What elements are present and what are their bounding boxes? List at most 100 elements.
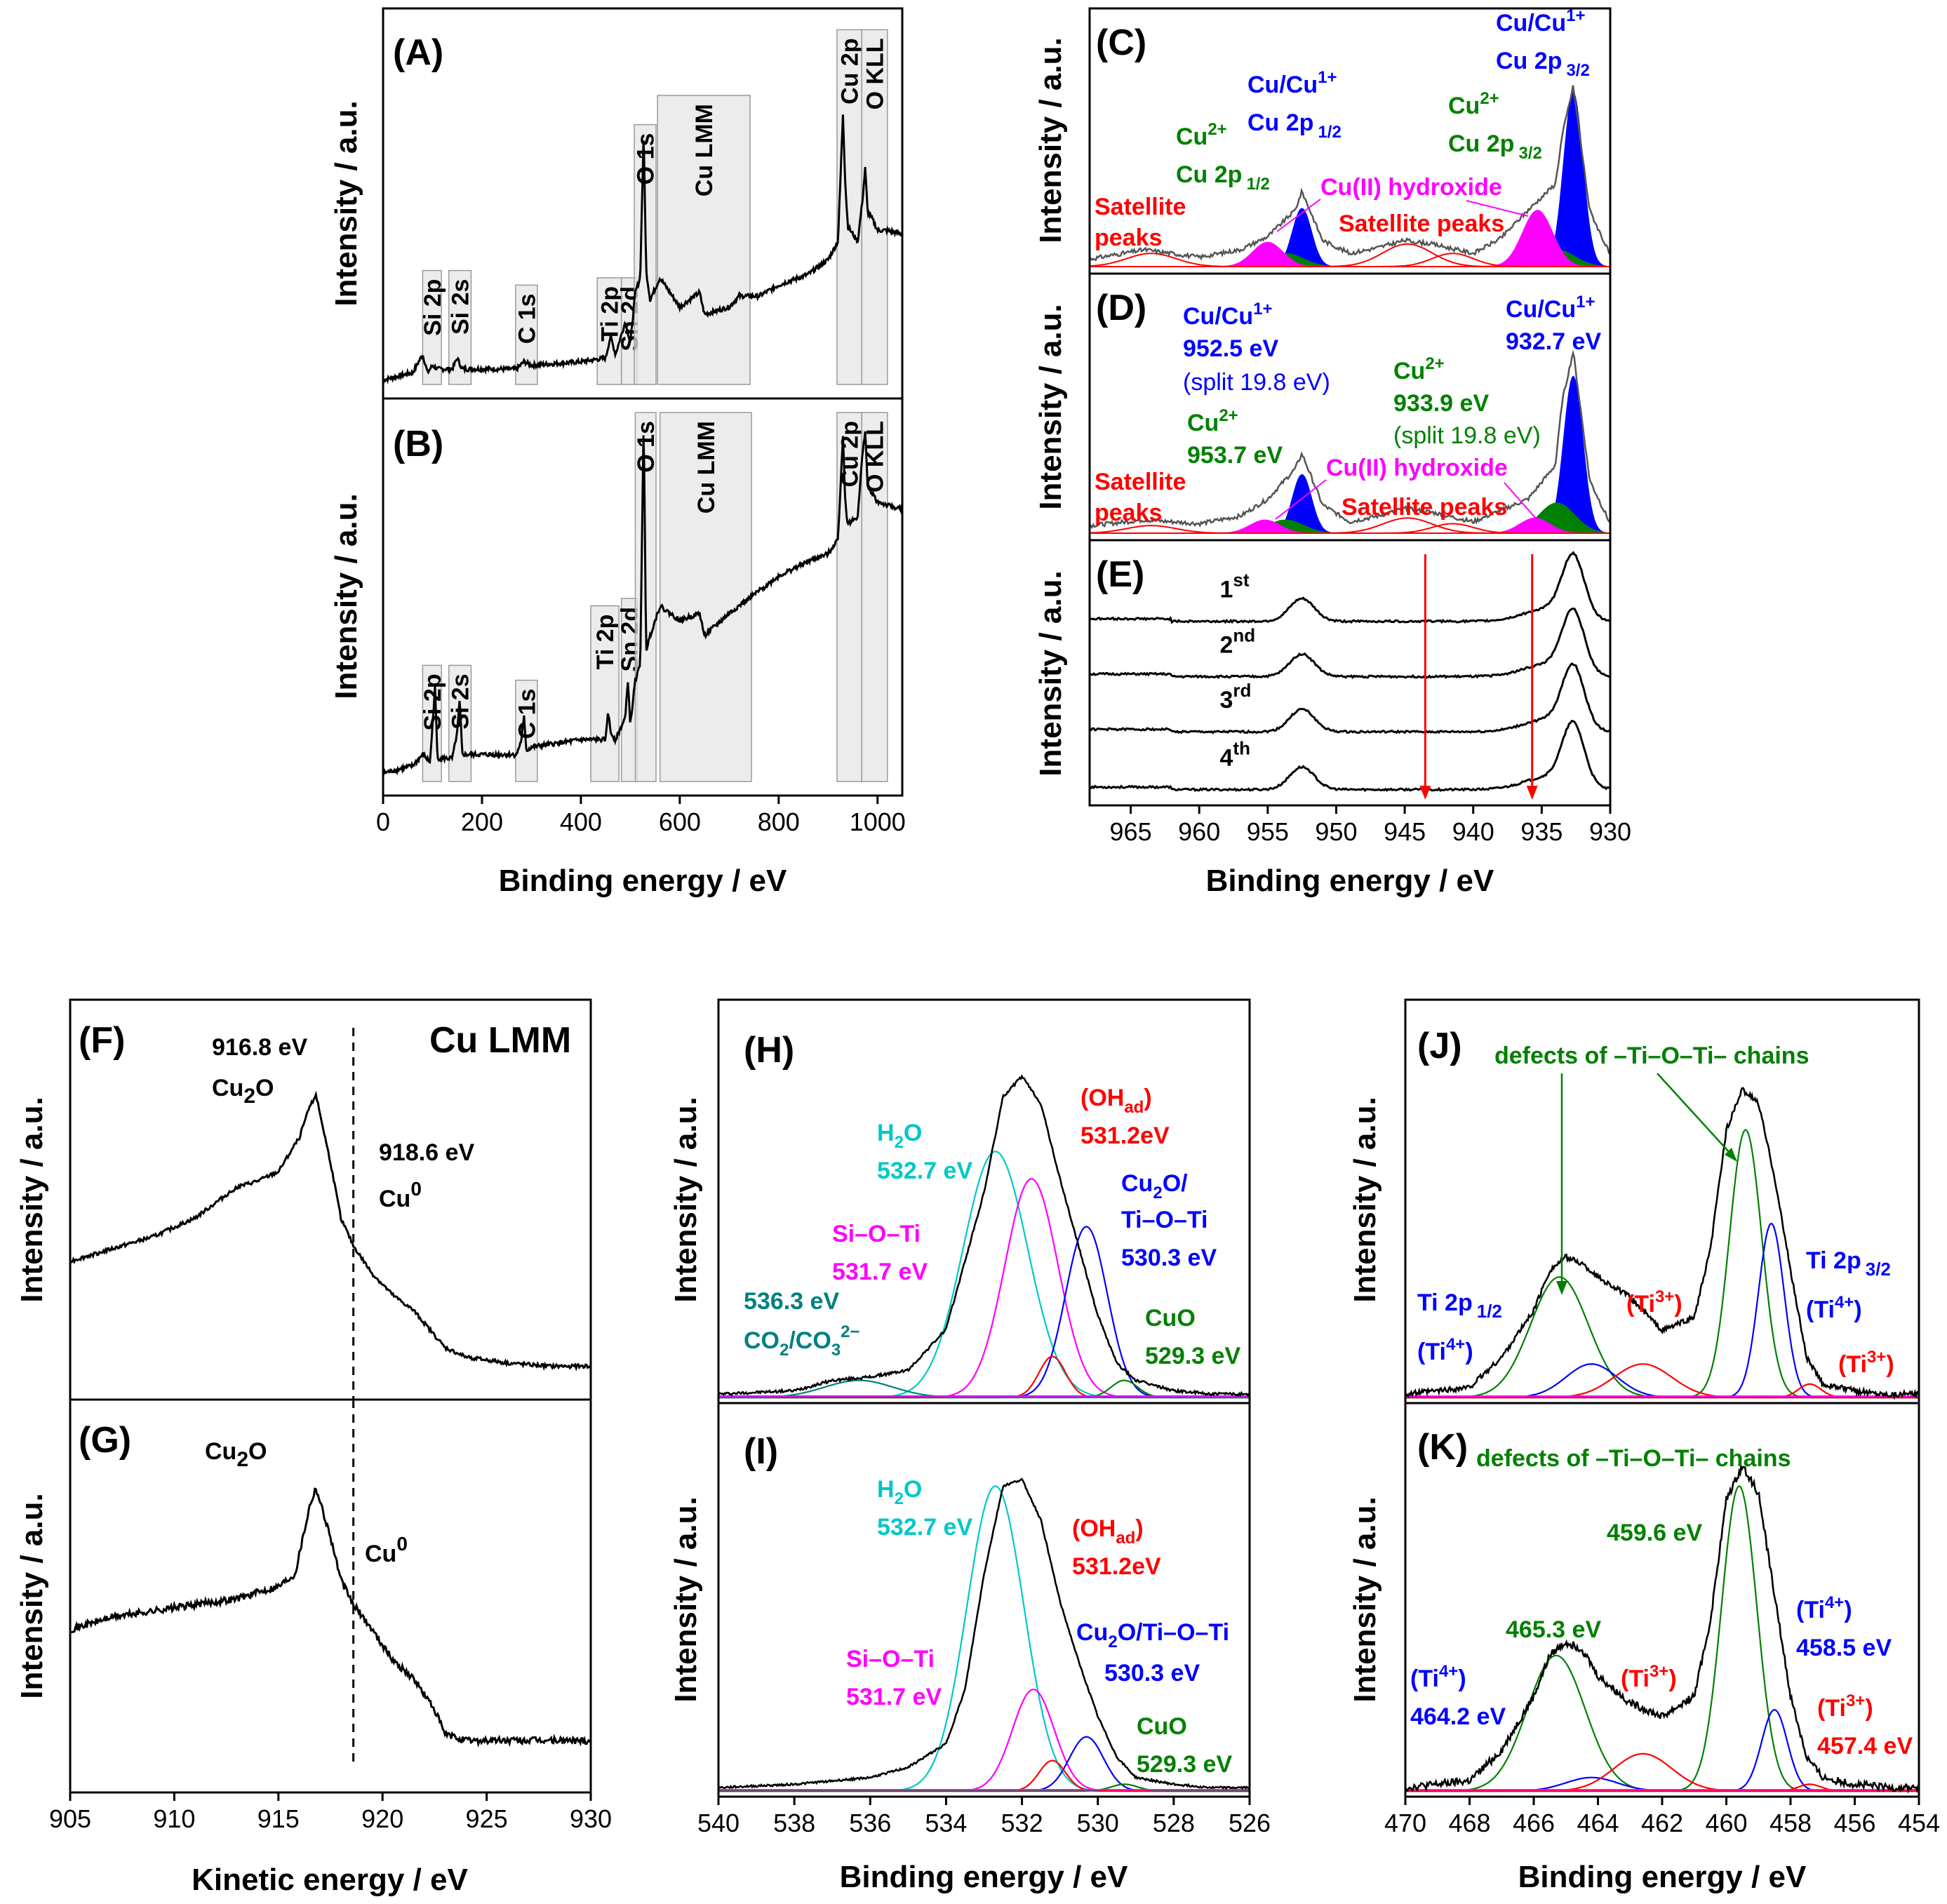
envelope-spectrum xyxy=(718,1477,1250,1790)
annotations-i: H2O 532.7 eV (OHad) 531.2eV Si–O–Ti 531.… xyxy=(846,1476,1232,1778)
cu2o-energy-h: 530.3 eV xyxy=(1121,1245,1217,1271)
envelope-spectrum xyxy=(1404,1087,1920,1401)
cycle-spectrum xyxy=(1089,662,1611,735)
peak-region xyxy=(861,412,888,782)
x-tick-label: 945 xyxy=(1384,817,1426,846)
ti4-label-2-k: (Ti4+) xyxy=(1796,1593,1852,1623)
peak-region-label: Cu 2p xyxy=(837,38,864,104)
x-tick-label: 965 xyxy=(1110,817,1152,846)
hydroxide-label-c: Cu(II) hydroxide xyxy=(1320,174,1502,201)
ohad-energy-i: 531.2eV xyxy=(1072,1553,1161,1580)
x-tick-label: 536 xyxy=(849,1809,891,1837)
defects-label-j: defects of –Ti–O–Ti– chains xyxy=(1494,1042,1809,1069)
panel-label-a: (A) xyxy=(393,32,443,73)
arrows-e xyxy=(1419,554,1538,800)
x-tick-label: 905 xyxy=(49,1804,91,1833)
cuo-energy-i: 529.3 eV xyxy=(1137,1751,1232,1778)
defects-arrow-right-j xyxy=(1657,1073,1731,1154)
energy-916-f: 916.8 eV xyxy=(212,1034,307,1061)
panel-e: 965 960 955 950 945 940 935 930 1st 2nd 3rd 4th In… xyxy=(1033,539,1631,898)
cu2p12-label-c: Cu 2p 1/2 xyxy=(1247,109,1342,142)
peak-region xyxy=(590,605,620,782)
cycle-label: 1st xyxy=(1220,570,1250,603)
panel-label-g: (G) xyxy=(79,1420,131,1461)
plot-frame-g xyxy=(69,1398,592,1794)
hydroxide-pointer-left-d xyxy=(1275,479,1327,520)
cu2o-label-g: Cu2O xyxy=(205,1438,267,1471)
satellite-label-3-d: Satellite peaks xyxy=(1342,494,1507,521)
sioti-energy-i: 531.7 eV xyxy=(846,1684,942,1710)
cycle-label: 4th xyxy=(1220,737,1250,771)
x-tick-label: 470 xyxy=(1384,1809,1426,1837)
energy-918-f: 918.6 eV xyxy=(379,1139,474,1166)
x-tick-label: 466 xyxy=(1513,1809,1555,1837)
peak-region-label: O KLL xyxy=(862,38,889,109)
x-tick-label: 960 xyxy=(1178,817,1220,846)
energy-4642-k: 464.2 eV xyxy=(1410,1703,1506,1730)
ti3-label-1-k: (Ti3+) xyxy=(1621,1662,1677,1692)
cycle-labels-e: 1st 2nd 3rd 4th xyxy=(1220,570,1256,772)
y-axis-title-b: Intensity / a.u. xyxy=(329,493,363,699)
defects-arrowhead-left-j xyxy=(1556,1281,1567,1295)
panel-label-c: (C) xyxy=(1096,22,1146,63)
marker-arrowhead xyxy=(1526,786,1538,800)
annotations-g: Cu2O Cu0 xyxy=(205,1438,408,1567)
hydroxide-pointer-right-c xyxy=(1466,200,1529,217)
x-tick-label: 532 xyxy=(1001,1809,1043,1837)
x-tick-label: 456 xyxy=(1833,1809,1875,1837)
panel-c: Intensity / a.u. (C) Cu/Cu1+ Cu 2p 3/2 Cu… xyxy=(1033,6,1612,275)
x-ticks-b: 0 200 400 600 800 1000 xyxy=(376,796,906,836)
cu1-label-32-c: Cu/Cu1+ xyxy=(1496,6,1585,36)
ohad-label-h: (OHad) xyxy=(1080,1085,1152,1117)
experimental-spectrum xyxy=(1089,85,1611,262)
x-axis-title-g: Kinetic energy / eV xyxy=(192,1863,468,1897)
satellite-label-3-c: Satellite peaks xyxy=(1339,210,1504,237)
co-label-h: CO2/CO32− xyxy=(744,1322,860,1360)
peak-region xyxy=(515,679,538,782)
panel-k: 470 468 466 464 462 460 458 456 454 Intensity / … xyxy=(1348,1402,1940,1894)
x-tick-label: 540 xyxy=(697,1809,740,1837)
x-axis-title-e: Binding energy / eV xyxy=(1206,864,1494,898)
y-axis-title-c: Intensity / a.u. xyxy=(1033,37,1068,243)
panel-g: 905 910 915 920 925 930 Intensity / a.u. Kine… xyxy=(15,1398,612,1897)
panel-label-i: (I) xyxy=(744,1431,778,1472)
ohad-label-i: (OHad) xyxy=(1072,1515,1144,1548)
peak-region-label: O 1s xyxy=(633,133,660,185)
co-energy-h: 536.3 eV xyxy=(744,1288,839,1315)
x-tick-label: 458 xyxy=(1769,1809,1812,1837)
h2o-energy-h: 532.7 eV xyxy=(877,1158,972,1184)
o1s-fit-i xyxy=(718,1477,1250,1792)
x-tick-label: 526 xyxy=(1229,1809,1271,1837)
plot-frame-e xyxy=(1088,539,1612,807)
ti2p-fit-k xyxy=(1405,1466,1920,1795)
plot-frame-i xyxy=(717,1402,1251,1798)
sioti-energy-h: 531.7 eV xyxy=(832,1259,928,1285)
ti12-label-j: Ti 2p 1/2 xyxy=(1417,1289,1502,1322)
x-tick-label: 925 xyxy=(466,1804,508,1833)
energy-933-d: 933.9 eV xyxy=(1393,390,1489,417)
peak-region-label: Si 2s xyxy=(448,279,474,335)
ti32-label-j: Ti 2p 3/2 xyxy=(1806,1247,1891,1280)
y-axis-title-i: Intensity / a.u. xyxy=(669,1496,703,1702)
cycle-spectrum xyxy=(1089,551,1612,624)
plot-frame-b xyxy=(382,397,904,797)
y-axis-title-a: Intensity / a.u. xyxy=(329,100,363,306)
x-tick-label: 400 xyxy=(560,807,602,836)
hydroxide-pointer-right-d xyxy=(1504,482,1537,520)
energy-459-k: 459.6 eV xyxy=(1607,1520,1702,1546)
x-ticks-e: 965 960 955 950 945 940 935 930 xyxy=(1110,805,1631,846)
satellite-fit-line xyxy=(1090,253,1610,267)
panel-d: Intensity / a.u. (D) Cu/Cu1+ 952.5 eV (s… xyxy=(1033,272,1612,542)
x-ticks-k: 470 468 466 464 462 460 458 456 454 xyxy=(1384,1797,1940,1837)
x-tick-label: 534 xyxy=(925,1809,967,1837)
x-tick-label: 460 xyxy=(1705,1809,1747,1837)
x-tick-label: 940 xyxy=(1452,817,1494,846)
cu2o-energy-i: 530.3 eV xyxy=(1104,1660,1200,1687)
panel-i: 540 538 536 534 532 530 528 526 Intensity / a.u… xyxy=(669,1402,1271,1894)
ti3-label-2-j: (Ti3+) xyxy=(1838,1348,1894,1378)
sioti-label-h: Si–O–Ti xyxy=(832,1221,921,1247)
panel-label-k: (K) xyxy=(1417,1427,1468,1468)
y-axis-title-d: Intensity / a.u. xyxy=(1033,304,1068,509)
